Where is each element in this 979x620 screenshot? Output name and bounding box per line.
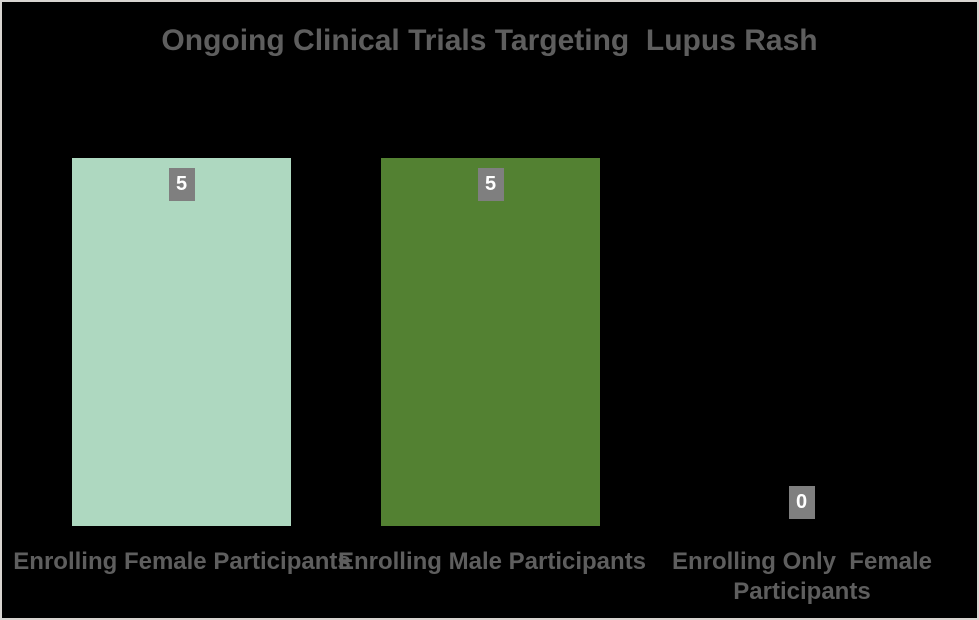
value-label-enrolling-male: 5 xyxy=(477,168,504,201)
bar-enrolling-male-participants xyxy=(381,158,600,526)
value-label-enrolling-female: 5 xyxy=(168,168,195,201)
bar-enrolling-female-participants xyxy=(72,158,291,526)
x-axis-label-enrolling-female: Enrolling Female Participants xyxy=(13,548,351,575)
x-axis-label-enrolling-male: Enrolling Male Participants xyxy=(337,548,647,575)
chart-title: Ongoing Clinical Trials Targeting Lupus … xyxy=(161,24,818,57)
bar-group-enrolling-only-female: 0 xyxy=(692,158,911,526)
value-label-enrolling-only-female: 0 xyxy=(788,486,815,519)
bar-group-enrolling-male: 5 xyxy=(381,158,600,526)
bar-group-enrolling-female: 5 xyxy=(72,158,291,526)
x-axis-label-enrolling-only-female: Enrolling Only Female Participants xyxy=(671,548,933,605)
